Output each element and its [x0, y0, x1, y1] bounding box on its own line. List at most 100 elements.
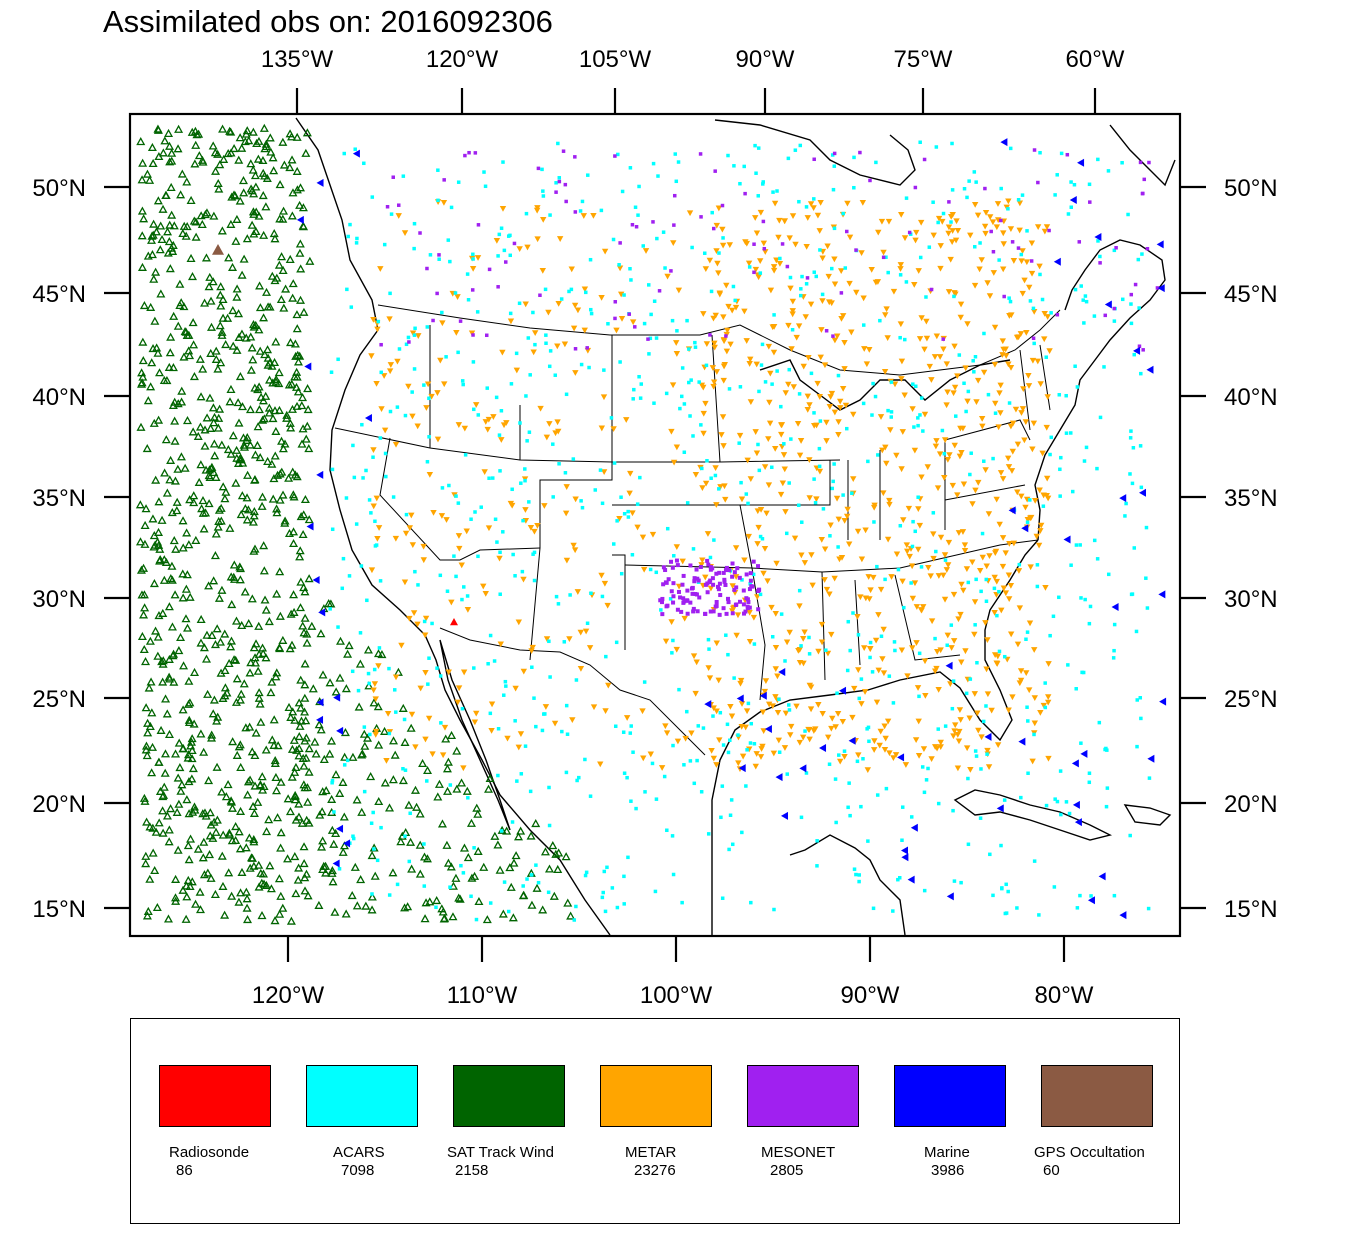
obs-marker: [504, 735, 511, 742]
obs-marker: [173, 773, 183, 782]
obs-marker: [637, 374, 641, 379]
obs-marker: [990, 270, 998, 276]
obs-marker: [947, 256, 954, 263]
obs-marker: [178, 569, 188, 578]
obs-marker: [177, 386, 187, 395]
obs-marker: [201, 465, 211, 474]
obs-marker: [273, 813, 283, 822]
obs-marker: [911, 281, 918, 288]
obs-marker: [874, 160, 878, 165]
obs-marker: [772, 313, 776, 317]
obs-marker: [1077, 158, 1085, 167]
obs-marker: [904, 548, 911, 555]
obs-marker: [752, 742, 757, 746]
obs-marker: [587, 365, 591, 370]
obs-marker: [733, 632, 740, 639]
obs-marker: [974, 377, 982, 384]
obs-marker: [246, 159, 256, 168]
obs-marker: [1155, 286, 1160, 290]
obs-marker: [456, 545, 463, 552]
obs-marker: [257, 501, 267, 510]
obs-marker: [732, 676, 736, 680]
obs-marker: [531, 818, 541, 828]
obs-marker: [235, 372, 245, 381]
obs-marker: [167, 622, 177, 631]
obs-marker: [506, 909, 511, 914]
obs-marker: [1020, 386, 1027, 393]
obs-marker: [721, 606, 726, 611]
obs-marker: [160, 768, 170, 777]
obs-marker: [168, 363, 178, 372]
obs-marker: [539, 267, 546, 274]
obs-marker: [226, 384, 236, 393]
obs-marker: [992, 550, 999, 557]
obs-marker: [993, 578, 1000, 585]
labrador-coast: [1109, 124, 1176, 187]
obs-marker: [459, 843, 469, 852]
obs-marker: [174, 738, 184, 747]
obs-marker: [896, 567, 901, 572]
obs-marker: [496, 727, 501, 731]
obs-marker: [758, 592, 763, 597]
obs-marker: [170, 397, 180, 406]
obs-marker: [1075, 385, 1080, 389]
obs-marker: [1129, 429, 1133, 433]
obs-marker: [138, 356, 148, 365]
legend-count-radiosonde: 86: [176, 1162, 193, 1179]
obs-marker: [772, 446, 779, 452]
obs-marker: [737, 575, 742, 580]
obs-marker: [387, 666, 391, 671]
obs-marker: [271, 772, 281, 782]
obs-marker: [462, 585, 466, 589]
obs-marker: [242, 433, 252, 442]
obs-marker: [173, 399, 183, 408]
obs-marker: [300, 613, 310, 622]
obs-marker: [759, 709, 767, 716]
obs-marker: [554, 190, 558, 194]
obs-marker: [221, 487, 231, 496]
obs-marker: [629, 724, 633, 728]
obs-marker: [502, 248, 507, 253]
obs-marker: [873, 394, 878, 399]
observation-map[interactable]: 135°W 120°W 105°W 90°W 75°W 60°W 120°W 1…: [0, 0, 1350, 1010]
obs-marker: [504, 684, 508, 688]
obs-marker: [410, 390, 414, 394]
obs-marker: [699, 790, 704, 794]
obs-marker: [387, 362, 395, 368]
obs-marker: [790, 327, 795, 332]
obs-marker: [734, 612, 742, 619]
obs-marker: [256, 717, 266, 726]
obs-marker: [685, 588, 690, 593]
obs-marker: [841, 493, 845, 497]
obs-marker: [771, 200, 779, 207]
obs-marker: [979, 554, 986, 561]
obs-marker: [1044, 314, 1051, 320]
obs-marker: [471, 333, 475, 337]
obs-marker: [766, 420, 774, 427]
obs-marker: [314, 900, 324, 909]
obs-marker: [831, 479, 835, 484]
obs-marker: [673, 544, 681, 551]
obs-marker: [780, 242, 785, 246]
obs-marker: [145, 175, 155, 184]
obs-marker: [241, 887, 251, 896]
obs-marker: [761, 464, 769, 471]
obs-marker: [217, 440, 227, 449]
obs-marker: [943, 558, 948, 562]
obs-marker: [1052, 885, 1057, 889]
obs-marker: [727, 704, 734, 710]
obs-marker: [225, 523, 235, 532]
obs-marker: [427, 656, 431, 660]
obs-marker: [435, 666, 439, 670]
obs-marker: [178, 705, 188, 714]
obs-marker: [1126, 212, 1130, 217]
obs-marker: [859, 199, 867, 206]
obs-marker: [898, 211, 905, 218]
obs-marker: [863, 361, 871, 368]
obs-marker: [259, 869, 269, 878]
obs-marker: [223, 444, 233, 454]
obs-marker: [141, 745, 151, 754]
obs-marker: [368, 567, 376, 574]
obs-marker: [810, 423, 818, 429]
obs-marker: [1031, 720, 1038, 727]
